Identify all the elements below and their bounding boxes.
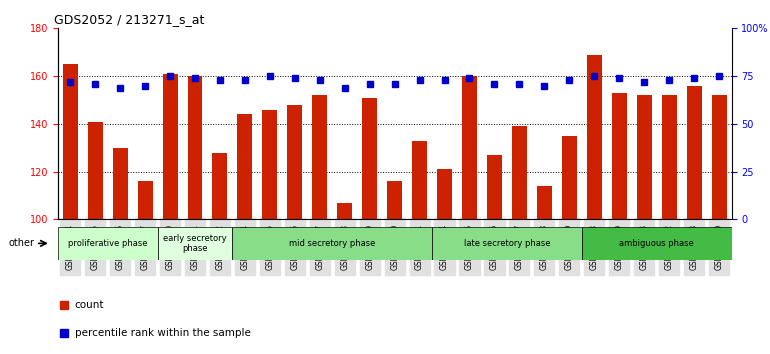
Bar <box>512 126 527 219</box>
Bar <box>287 105 303 219</box>
Bar <box>687 86 701 219</box>
Text: mid secretory phase: mid secretory phase <box>289 239 376 248</box>
Bar <box>62 64 78 219</box>
Bar <box>58 227 158 260</box>
Bar <box>611 93 627 219</box>
Bar <box>487 155 502 219</box>
Bar <box>462 76 477 219</box>
Text: ambiguous phase: ambiguous phase <box>619 239 694 248</box>
Bar <box>412 141 427 219</box>
Text: percentile rank within the sample: percentile rank within the sample <box>75 327 250 338</box>
Bar <box>237 114 253 219</box>
Bar <box>582 227 732 260</box>
Bar <box>158 227 233 260</box>
Text: early secretory
phase: early secretory phase <box>163 234 227 253</box>
Text: other: other <box>8 238 35 249</box>
Bar <box>337 203 352 219</box>
Text: proliferative phase: proliferative phase <box>68 239 147 248</box>
Bar <box>661 95 677 219</box>
Bar <box>711 95 727 219</box>
Bar <box>313 95 327 219</box>
Bar <box>432 227 582 260</box>
Text: count: count <box>75 299 104 310</box>
Bar <box>213 153 227 219</box>
Bar <box>562 136 577 219</box>
Bar <box>537 186 552 219</box>
Bar <box>233 227 432 260</box>
Bar <box>263 110 277 219</box>
Bar <box>637 95 651 219</box>
Bar <box>88 121 102 219</box>
Bar <box>162 74 178 219</box>
Bar <box>387 181 402 219</box>
Bar <box>188 76 203 219</box>
Text: late secretory phase: late secretory phase <box>464 239 551 248</box>
Bar <box>138 181 152 219</box>
Bar <box>437 169 452 219</box>
Bar <box>587 55 601 219</box>
Text: GDS2052 / 213271_s_at: GDS2052 / 213271_s_at <box>55 13 205 26</box>
Bar <box>362 98 377 219</box>
Bar <box>112 148 128 219</box>
